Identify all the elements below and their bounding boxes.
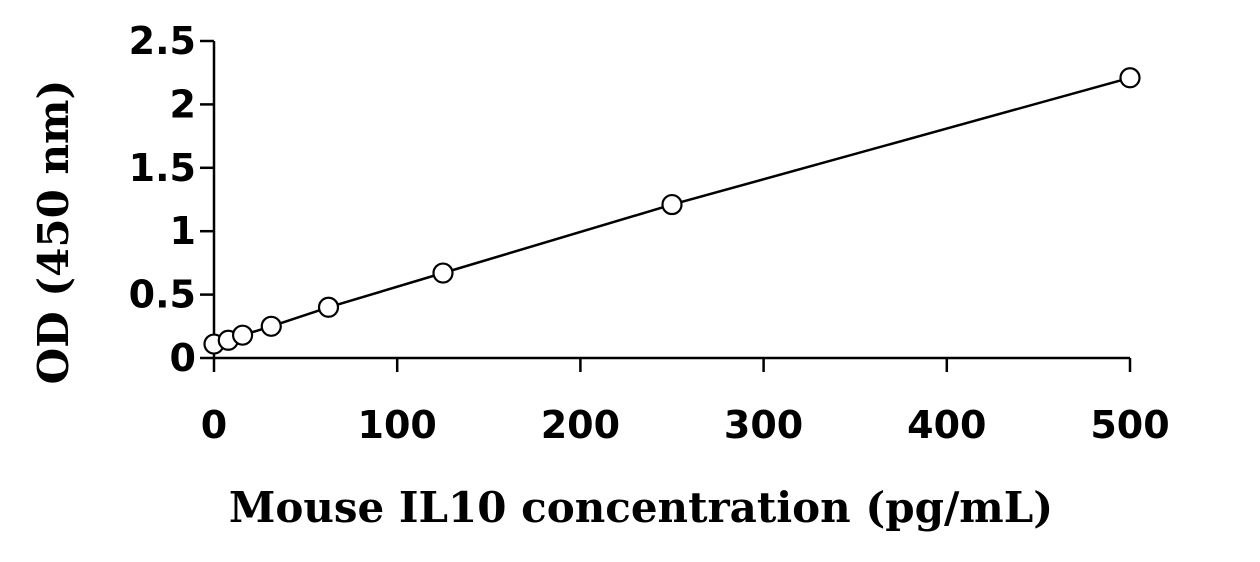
data-point	[260, 315, 282, 337]
x-axis-title: Mouse IL10 concentration (pg/mL)	[229, 483, 1053, 532]
x-tick-label: 0	[201, 403, 227, 447]
data-point	[231, 324, 254, 346]
data-point	[1119, 67, 1141, 89]
y-tick-label: 0.5	[129, 273, 196, 317]
y-tick-label: 0	[170, 336, 196, 380]
y-tick-label: 1.5	[129, 146, 196, 190]
plot-area: 0 0.5 1 1.5 2 2.5 0 100 200 300 400 500	[129, 19, 1170, 447]
x-axis-ticks: 0 100 200 300 400 500	[201, 358, 1170, 447]
y-tick-label: 2.5	[129, 19, 196, 63]
x-tick-label: 100	[358, 403, 437, 447]
series-group	[203, 67, 1141, 355]
x-tick-label: 500	[1090, 403, 1169, 447]
data-point	[661, 193, 683, 216]
x-tick-label: 200	[541, 403, 620, 447]
data-point	[317, 296, 340, 318]
y-axis-ticks: 0 0.5 1 1.5 2 2.5	[129, 19, 214, 380]
x-tick-label: 300	[724, 403, 803, 447]
y-tick-label: 1	[170, 209, 196, 253]
y-axis-title: OD (450 nm)	[29, 80, 78, 385]
y-tick-label: 2	[170, 82, 196, 126]
data-point	[432, 262, 454, 284]
x-tick-label: 400	[907, 403, 986, 447]
